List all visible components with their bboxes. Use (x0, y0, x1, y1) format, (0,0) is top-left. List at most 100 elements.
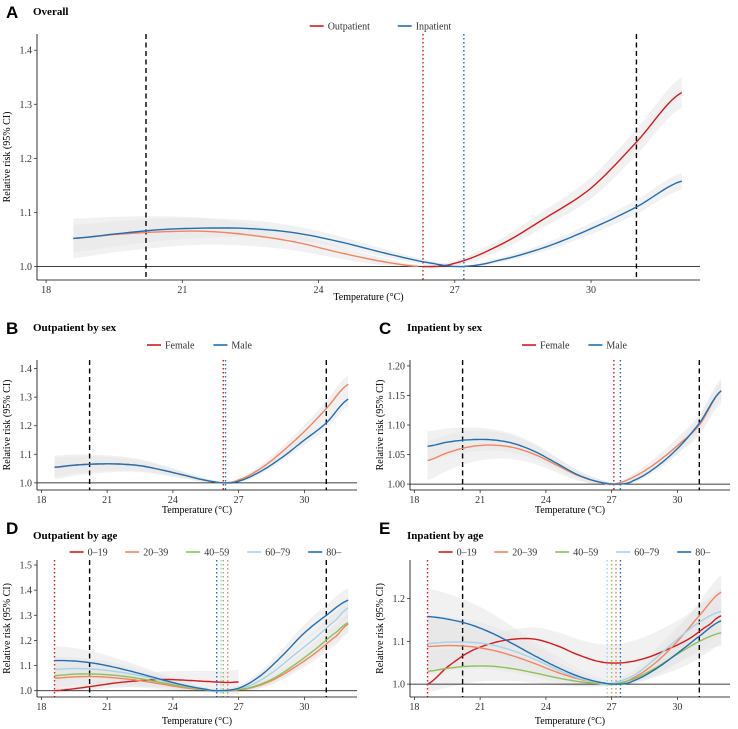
y-tick-label: 1.1 (20, 450, 33, 461)
ci-band (427, 381, 722, 486)
panel-d: D Outpatient by age 0–19 20–39 40–59 60–79 80–… (2, 519, 357, 727)
legend-item: 60–79 (616, 548, 659, 559)
y-axis-title: Relative risk (95% CI) (2, 380, 13, 471)
x-tick-label: 21 (475, 495, 485, 506)
legend-item: Male (213, 341, 253, 352)
panel-letter: C (379, 319, 391, 338)
y-tick-label: 1.15 (388, 391, 406, 402)
y-tick-label: 1.3 (20, 100, 33, 111)
series-lines (73, 91, 683, 268)
panel-title: Overall (33, 6, 68, 18)
legend-item: 80– (677, 548, 711, 559)
ci-band (427, 588, 722, 687)
legend-item: Female (147, 341, 195, 352)
legend-label: 40–59 (204, 548, 229, 559)
legend: Outpatient Inpatient (309, 22, 452, 33)
panel-c: C Inpatient by sex Female Male 18 21 24 27 30 1.0… (375, 319, 730, 516)
series-line (73, 180, 683, 268)
y-tick-label: 1.1 (393, 637, 406, 648)
x-tick-label: 24 (541, 495, 551, 506)
legend-label: Outpatient (328, 22, 370, 33)
legend-label: 0–19 (88, 548, 108, 559)
y-axis-title: Relative risk (95% CI) (375, 380, 386, 471)
x-tick-label: 30 (586, 285, 596, 296)
y-tick-label: 1.1 (20, 208, 33, 219)
x-tick-label: 18 (36, 702, 46, 713)
panel-b: B Outpatient by sex Female Male 18 21 24 27 30 1.… (2, 319, 357, 516)
x-tick-label: 21 (102, 702, 112, 713)
legend-label: 20–39 (512, 548, 537, 559)
series-line (427, 615, 722, 685)
legend-item: Female (522, 341, 570, 352)
series-line (427, 591, 722, 686)
ci-ribbons (54, 375, 349, 484)
y-tick-label: 1.2 (20, 636, 33, 647)
y-tick-label: 1.5 (20, 561, 33, 572)
panel-letter: E (379, 519, 390, 538)
series-line (54, 398, 349, 484)
x-tick-label: 24 (314, 285, 324, 296)
legend: 0–19 20–39 40–59 60–79 80– (438, 548, 711, 559)
legend-label: 80– (326, 548, 342, 559)
legend-label: Male (231, 341, 252, 352)
legend-item: 80– (308, 548, 342, 559)
x-axis-title: Temperature (°C) (535, 716, 605, 727)
x-tick-label: 30 (672, 702, 682, 713)
y-tick-label: 1.0 (20, 262, 33, 273)
ci-band (54, 375, 349, 484)
x-tick-label: 27 (234, 495, 244, 506)
x-tick-label: 18 (36, 495, 46, 506)
x-tick-label: 27 (450, 285, 460, 296)
y-tick-label: 1.4 (20, 364, 33, 375)
x-tick-label: 21 (102, 495, 112, 506)
panel-e: E Inpatient by age 0–19 20–39 40–59 60–79 80– 1… (375, 519, 730, 727)
y-tick-label: 1.0 (393, 680, 406, 691)
legend: Female Male (147, 341, 253, 352)
x-axis-title: Temperature (°C) (162, 716, 232, 727)
series-line (54, 599, 349, 692)
y-tick-label: 1.4 (20, 586, 33, 597)
y-tick-label: 1.2 (393, 594, 406, 605)
ci-ribbons (427, 378, 722, 486)
panel-letter: D (6, 519, 18, 538)
legend-label: 80– (695, 548, 711, 559)
ci-band (427, 592, 722, 686)
ci-ribbons (54, 588, 349, 695)
series-lines (427, 591, 722, 686)
panel-letter: A (6, 3, 18, 22)
legend-label: 40–59 (573, 548, 598, 559)
legend-label: Male (606, 341, 627, 352)
ci-band (54, 391, 349, 484)
legend-label: 60–79 (265, 548, 290, 559)
legend-item: 20–39 (125, 548, 168, 559)
series-line (423, 91, 683, 268)
series-line (427, 390, 722, 486)
x-axis-title: Temperature (°C) (535, 505, 605, 516)
y-tick-label: 1.4 (20, 46, 33, 57)
x-tick-label: 24 (168, 702, 178, 713)
legend-item: 0–19 (69, 548, 108, 559)
legend-label: Female (540, 341, 570, 352)
legend: Female Male (522, 341, 628, 352)
y-tick-label: 1.1 (20, 661, 33, 672)
x-tick-label: 24 (541, 702, 551, 713)
x-tick-label: 27 (607, 702, 617, 713)
panel-title: Outpatient by sex (33, 322, 117, 334)
panel-title: Outpatient by age (33, 530, 117, 542)
ci-band (73, 172, 682, 268)
legend-item: Male (588, 341, 628, 352)
y-axis-title: Relative risk (95% CI) (2, 583, 13, 674)
x-tick-label: 30 (299, 702, 309, 713)
legend-item: 40–59 (186, 548, 229, 559)
legend-label: Female (165, 341, 195, 352)
y-tick-label: 1.00 (388, 480, 406, 491)
series-lines (54, 599, 349, 692)
x-tick-label: 30 (299, 495, 309, 506)
legend-label: Inpatient (416, 22, 452, 33)
y-tick-label: 1.2 (20, 154, 33, 165)
legend-item: Inpatient (397, 22, 452, 33)
x-tick-label: 24 (168, 495, 178, 506)
y-tick-label: 1.3 (20, 393, 33, 404)
y-tick-label: 1.05 (388, 450, 406, 461)
